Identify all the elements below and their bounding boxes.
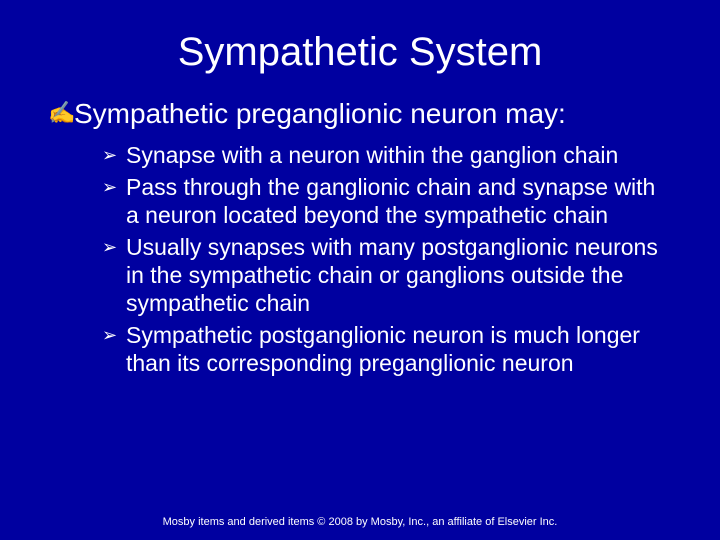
arrow-bullet-icon: ➢	[102, 173, 126, 201]
sub-bullet-text: Synapse with a neuron within the ganglio…	[126, 141, 618, 169]
slide-title: Sympathetic System	[48, 30, 672, 75]
sub-bullet-item: ➢ Pass through the ganglionic chain and …	[102, 173, 672, 229]
arrow-bullet-icon: ➢	[102, 321, 126, 349]
sub-bullet-text: Usually synapses with many postganglioni…	[126, 233, 672, 317]
main-bullet-text: Sympathetic preganglionic neuron may:	[74, 97, 566, 131]
sub-bullet-item: ➢ Usually synapses with many postganglio…	[102, 233, 672, 317]
main-bullet-list: ✍ Sympathetic preganglionic neuron may:	[48, 97, 672, 131]
copyright-footer: Mosby items and derived items © 2008 by …	[0, 516, 720, 528]
hand-bullet-icon: ✍	[48, 97, 74, 129]
arrow-bullet-icon: ➢	[102, 141, 126, 169]
sub-bullet-text: Sympathetic postganglionic neuron is muc…	[126, 321, 672, 377]
main-bullet-item: ✍ Sympathetic preganglionic neuron may:	[48, 97, 672, 131]
sub-bullet-item: ➢ Sympathetic postganglionic neuron is m…	[102, 321, 672, 377]
sub-bullet-item: ➢ Synapse with a neuron within the gangl…	[102, 141, 672, 169]
arrow-bullet-icon: ➢	[102, 233, 126, 261]
sub-bullet-list: ➢ Synapse with a neuron within the gangl…	[102, 141, 672, 377]
slide: Sympathetic System ✍ Sympathetic pregang…	[0, 0, 720, 540]
sub-bullet-text: Pass through the ganglionic chain and sy…	[126, 173, 672, 229]
